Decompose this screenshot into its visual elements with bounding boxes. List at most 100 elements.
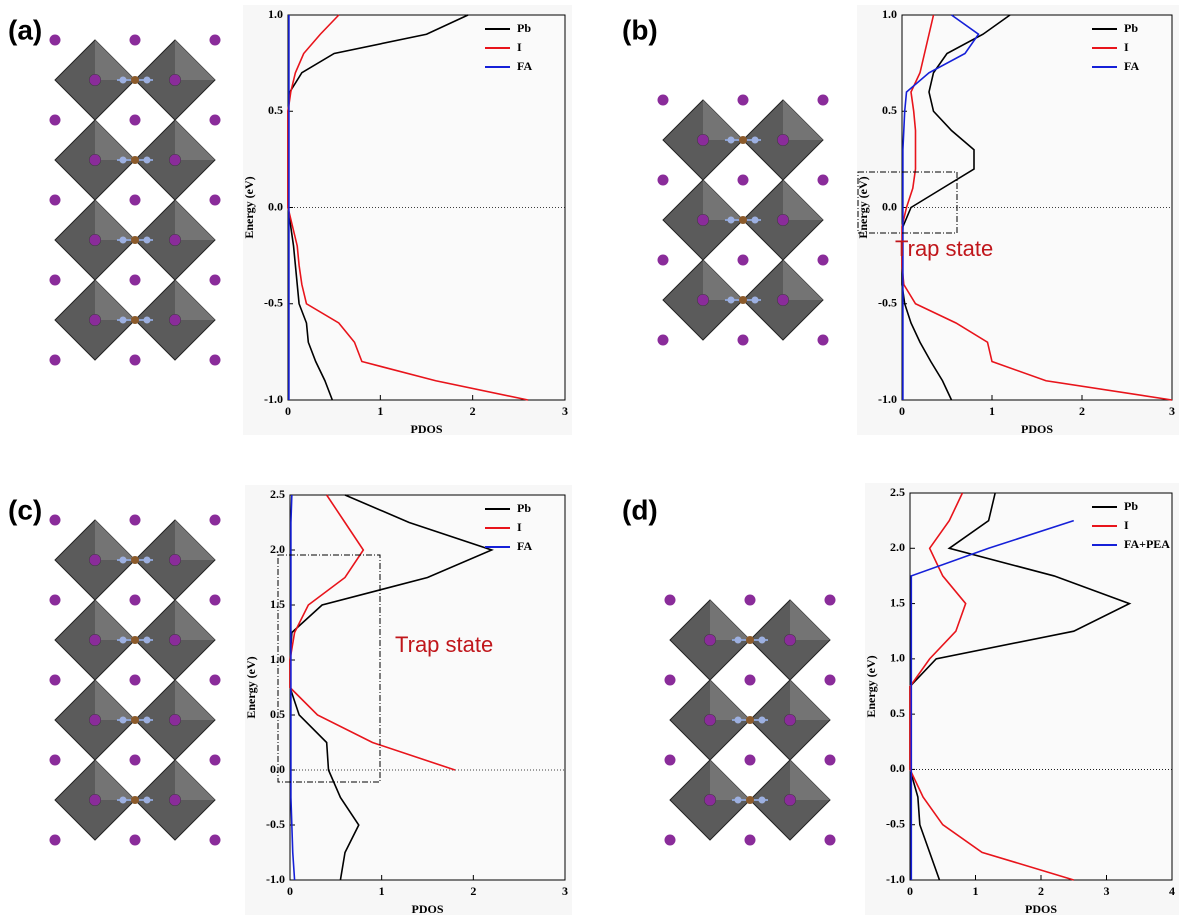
- y-tick-label: 0.0: [890, 761, 905, 775]
- x-tick-label: 3: [1104, 884, 1110, 898]
- octahedron-face: [175, 520, 215, 560]
- iodine-atom: [784, 634, 796, 646]
- panel-label: (b): [622, 14, 658, 45]
- nitrogen-atom: [143, 796, 151, 804]
- x-axis-label: PDOS: [1021, 422, 1053, 436]
- octahedron-face: [95, 40, 135, 80]
- octahedron-face: [790, 760, 830, 800]
- legend-label: I: [1124, 40, 1129, 54]
- iodine-atom: [824, 594, 836, 606]
- octahedron-face: [710, 760, 750, 800]
- carbon-atom: [131, 556, 139, 564]
- iodine-atom: [169, 154, 181, 166]
- nitrogen-atom: [119, 796, 127, 804]
- iodine-atom: [169, 234, 181, 246]
- iodine-atom: [744, 594, 756, 606]
- octahedron-face: [95, 680, 135, 720]
- nitrogen-atom: [734, 796, 742, 804]
- carbon-atom: [131, 76, 139, 84]
- iodine-atom: [129, 514, 141, 526]
- iodine-atom: [824, 674, 836, 686]
- iodine-atom: [49, 754, 61, 766]
- iodine-atom: [664, 834, 676, 846]
- iodine-atom: [169, 554, 181, 566]
- y-tick-label: 1.0: [890, 651, 905, 665]
- iodine-atom: [784, 714, 796, 726]
- nitrogen-atom: [727, 136, 735, 144]
- octahedron-face: [703, 260, 743, 300]
- octahedron-face: [175, 760, 215, 800]
- trap-box: [857, 171, 958, 234]
- iodine-atom: [209, 354, 221, 366]
- iodine-atom: [49, 674, 61, 686]
- iodine-atom: [737, 94, 749, 106]
- plot-area: [289, 494, 566, 881]
- iodine-atom: [209, 754, 221, 766]
- iodine-atom: [49, 274, 61, 286]
- nitrogen-atom: [119, 316, 127, 324]
- iodine-atom: [129, 754, 141, 766]
- plot-area: [909, 492, 1173, 881]
- octahedron-face: [710, 600, 750, 640]
- octahedron-face: [175, 680, 215, 720]
- iodine-atom: [824, 834, 836, 846]
- pdos-line: [910, 519, 1074, 880]
- iodine-atom: [129, 594, 141, 606]
- panel-label: (d): [622, 494, 658, 525]
- iodine-atom: [89, 714, 101, 726]
- iodine-atom: [697, 134, 709, 146]
- iodine-atom: [49, 834, 61, 846]
- iodine-atom: [49, 34, 61, 46]
- nitrogen-atom: [143, 636, 151, 644]
- x-tick-label: 4: [1169, 884, 1175, 898]
- iodine-atom: [89, 554, 101, 566]
- x-tick-label: 2: [470, 884, 476, 898]
- iodine-atom: [169, 74, 181, 86]
- y-tick-label: 1.0: [268, 7, 283, 21]
- iodine-atom: [129, 834, 141, 846]
- nitrogen-atom: [143, 76, 151, 84]
- octahedron-face: [790, 600, 830, 640]
- carbon-atom: [739, 216, 747, 224]
- legend-label: FA: [517, 539, 532, 553]
- iodine-atom: [784, 794, 796, 806]
- nitrogen-atom: [119, 236, 127, 244]
- octahedron-face: [703, 180, 743, 220]
- iodine-atom: [657, 94, 669, 106]
- y-tick-label: 2.0: [890, 540, 905, 554]
- legend-label: Pb: [517, 21, 531, 35]
- y-tick-label: 0.0: [882, 199, 897, 213]
- octahedron-face: [175, 200, 215, 240]
- iodine-atom: [704, 714, 716, 726]
- carbon-atom: [131, 716, 139, 724]
- iodine-atom: [169, 794, 181, 806]
- iodine-atom: [129, 34, 141, 46]
- x-tick-label: 3: [1169, 404, 1175, 418]
- carbon-atom: [739, 296, 747, 304]
- x-axis-label: PDOS: [1025, 902, 1057, 916]
- iodine-atom: [49, 194, 61, 206]
- y-tick-label: -0.5: [264, 296, 283, 310]
- iodine-atom: [824, 754, 836, 766]
- pdos-line: [901, 14, 1173, 401]
- nitrogen-atom: [119, 76, 127, 84]
- x-tick-label: 3: [562, 404, 568, 418]
- iodine-atom: [89, 794, 101, 806]
- iodine-atom: [697, 214, 709, 226]
- iodine-atom: [209, 114, 221, 126]
- trap-label: Trap state: [395, 632, 493, 657]
- iodine-atom: [169, 714, 181, 726]
- iodine-atom: [744, 674, 756, 686]
- x-tick-label: 1: [379, 884, 385, 898]
- legend-label: FA+PEA: [1124, 537, 1170, 551]
- octahedron-face: [710, 680, 750, 720]
- iodine-atom: [129, 114, 141, 126]
- y-tick-label: -1.0: [878, 392, 897, 406]
- nitrogen-atom: [119, 716, 127, 724]
- octahedron-face: [95, 760, 135, 800]
- y-tick-label: -1.0: [264, 392, 283, 406]
- y-tick-label: 1.0: [882, 7, 897, 21]
- legend-label: Pb: [1124, 21, 1138, 35]
- y-tick-label: -1.0: [266, 872, 285, 886]
- nitrogen-atom: [119, 636, 127, 644]
